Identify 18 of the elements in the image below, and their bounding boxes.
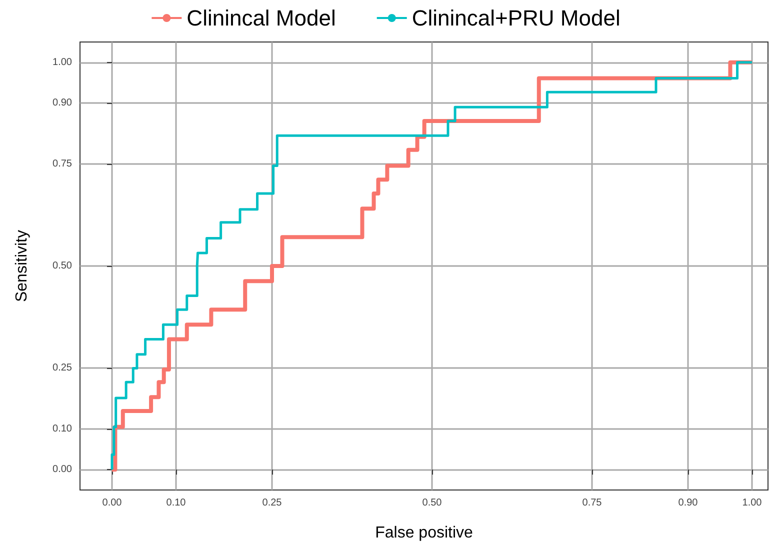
- x-tick-label: 1.00: [742, 498, 762, 508]
- y-tick-label: 0.90: [52, 98, 72, 109]
- x-tick-label: 0.25: [262, 498, 282, 508]
- y-tick-label: 0.10: [52, 423, 72, 434]
- y-tick-label: 0.25: [52, 362, 72, 374]
- x-axis-title: False positive: [375, 524, 474, 542]
- y-tick-label: 0.50: [52, 260, 72, 272]
- legend-label: Clinincal Model: [186, 6, 336, 30]
- x-tick-label: 0.75: [582, 498, 602, 508]
- x-tick-label: 0.00: [102, 498, 122, 508]
- x-tick-label: 0.50: [422, 498, 442, 508]
- y-axis-title: Sensitivity: [14, 230, 30, 302]
- y-tick-label: 0.00: [52, 464, 72, 476]
- x-tick-label: 0.10: [166, 498, 186, 508]
- legend-label: Clinincal+PRU Model: [412, 6, 620, 30]
- x-tick-label: 0.90: [678, 498, 698, 508]
- y-tick-label: 0.75: [52, 158, 72, 170]
- y-tick-label: 1.00: [52, 56, 72, 68]
